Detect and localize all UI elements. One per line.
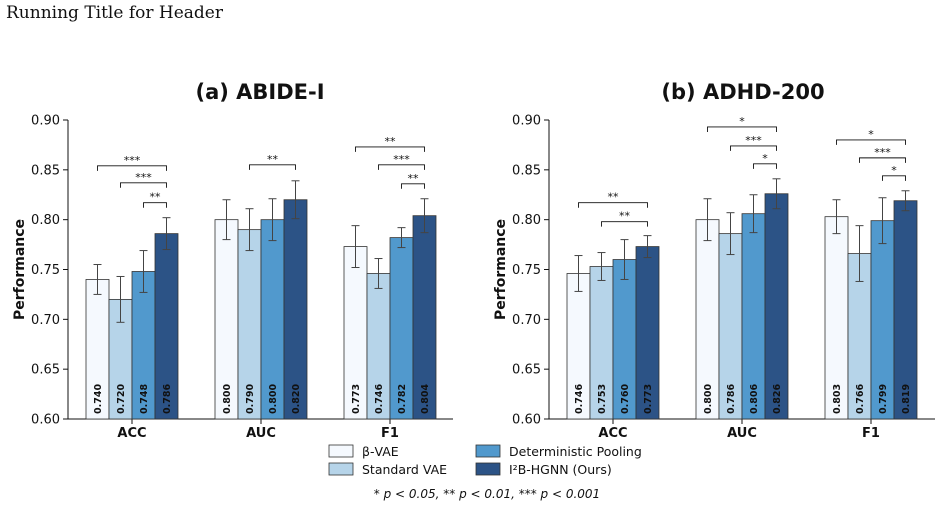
y-tick-label: 0.60 <box>31 413 60 428</box>
y-tick-label: 0.85 <box>31 163 60 178</box>
bar-value-label: 0.773 <box>643 384 654 414</box>
significance-footnote: * p < 0.05, ** p < 0.01, *** p < 0.001 <box>374 487 600 501</box>
y-axis-label: Performance <box>12 219 28 320</box>
y-tick-label: 0.75 <box>512 263 541 278</box>
y-tick-label: 0.80 <box>512 213 541 228</box>
significance-bracket <box>753 163 777 169</box>
legend-swatch <box>328 462 354 476</box>
significance-label: * <box>891 164 897 177</box>
bar-value-label: 0.826 <box>772 384 783 414</box>
significance-label: ** <box>150 191 162 204</box>
y-tick-label: 0.90 <box>512 114 541 129</box>
x-tick-label-f1: F1 <box>381 426 399 441</box>
significance-bracket <box>859 157 906 163</box>
x-tick-label-acc: ACC <box>598 426 627 441</box>
significance-bracket <box>882 175 906 181</box>
bar-value-label: 0.760 <box>620 384 631 414</box>
bar-value-label: 0.786 <box>726 384 737 414</box>
significance-label: *** <box>874 146 891 159</box>
panel-title: (a) ABIDE-I <box>195 80 324 104</box>
y-axis-label: Performance <box>493 219 509 320</box>
significance-bracket <box>249 164 296 170</box>
significance-label: * <box>739 115 745 128</box>
bar-value-label: 0.790 <box>245 384 256 414</box>
significance-bracket <box>378 164 425 170</box>
significance-label: ** <box>267 153 279 166</box>
y-tick-label: 0.65 <box>512 363 541 378</box>
legend-label: Deterministic Pooling <box>509 444 642 459</box>
significance-label: *** <box>124 154 141 167</box>
significance-label: ** <box>408 172 420 185</box>
x-tick-label-f1: F1 <box>862 426 880 441</box>
bar-value-label: 0.766 <box>855 384 866 414</box>
significance-bracket <box>120 182 167 188</box>
panel-adhd-200: (b) ADHD-200 Performance 0.60 0.65 0.70 0.75 0… <box>493 80 935 441</box>
significance-label: * <box>868 128 874 141</box>
legend-swatch <box>475 462 501 476</box>
bar-value-label: 0.746 <box>574 384 585 414</box>
significance-bracket <box>355 146 425 152</box>
significance-bracket <box>578 202 648 208</box>
significance-bracket <box>707 126 777 132</box>
significance-bracket <box>401 183 425 189</box>
significance-label: *** <box>135 171 152 184</box>
y-tick-label: 0.75 <box>31 263 60 278</box>
bar-value-label: 0.748 <box>139 384 150 414</box>
panel-title: (b) ADHD-200 <box>661 80 824 104</box>
significance-label: *** <box>393 153 410 166</box>
significance-label: ** <box>385 135 397 148</box>
y-tick-label: 0.85 <box>512 163 541 178</box>
bar-value-label: 0.800 <box>703 384 714 414</box>
bar-value-label: 0.720 <box>116 384 127 414</box>
bar-value-label: 0.753 <box>597 384 608 414</box>
bar-value-label: 0.800 <box>222 384 233 414</box>
x-tick-label-auc: AUC <box>727 426 757 441</box>
legend-label: Standard VAE <box>362 462 447 477</box>
bar-value-label: 0.803 <box>832 384 843 414</box>
significance-label: *** <box>745 134 762 147</box>
significance-bracket <box>730 145 777 151</box>
bar-value-label: 0.786 <box>162 384 173 414</box>
legend: β-VAE Standard VAE Deterministic Pooling I²… <box>328 444 642 477</box>
panel-abide-i: (a) ABIDE-I Performance 0.60 0.65 0.70 0.75 0.… <box>12 80 453 441</box>
bar-value-label: 0.782 <box>397 384 408 414</box>
y-tick-label: 0.90 <box>31 114 60 129</box>
bar-value-label: 0.819 <box>901 384 912 414</box>
bar-value-label: 0.773 <box>351 384 362 414</box>
significance-label: ** <box>619 210 631 223</box>
running-header-title: Running Title for Header <box>6 3 223 23</box>
bar-value-label: 0.800 <box>268 384 279 414</box>
significance-bracket <box>836 139 906 145</box>
y-tick-label: 0.70 <box>31 313 60 328</box>
bar-value-label: 0.804 <box>420 384 431 414</box>
x-tick-label-acc: ACC <box>117 426 146 441</box>
legend-label: β-VAE <box>362 444 399 459</box>
y-tick-label: 0.65 <box>31 363 60 378</box>
legend-swatch <box>328 444 354 458</box>
bar-value-label: 0.799 <box>878 384 889 414</box>
y-tick-label: 0.70 <box>512 313 541 328</box>
significance-bracket <box>601 221 648 227</box>
significance-bracket <box>143 202 167 208</box>
bar-value-label: 0.746 <box>374 384 385 414</box>
y-tick-label: 0.60 <box>512 413 541 428</box>
bar-value-label: 0.806 <box>749 384 760 414</box>
bar-value-label: 0.740 <box>93 384 104 414</box>
legend-swatch <box>475 444 501 458</box>
y-tick-label: 0.80 <box>31 213 60 228</box>
legend-label: I²B-HGNN (Ours) <box>509 462 612 477</box>
significance-label: ** <box>608 191 620 204</box>
bar-value-label: 0.820 <box>291 384 302 414</box>
significance-bracket <box>97 165 167 171</box>
significance-label: * <box>762 152 768 165</box>
x-tick-label-auc: AUC <box>246 426 276 441</box>
